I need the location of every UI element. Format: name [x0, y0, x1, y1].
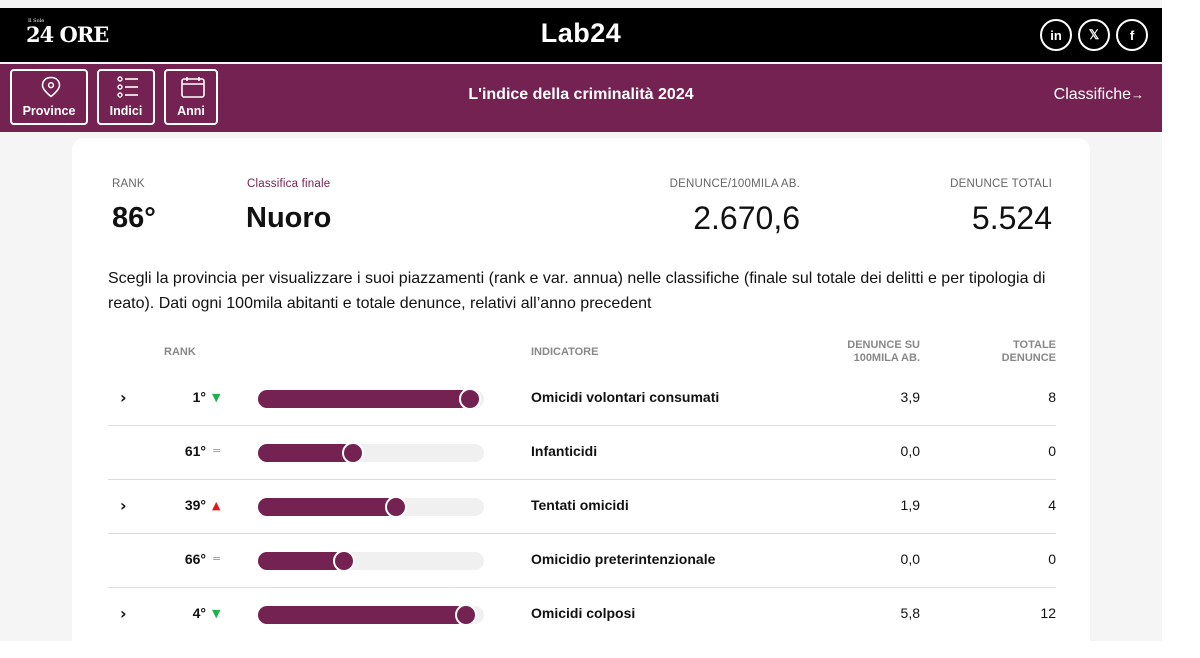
- row-denunce-100mila: 0,0: [900, 443, 920, 459]
- content-card: [72, 138, 1090, 658]
- row-rank: 1°: [192, 389, 206, 405]
- row-rank: 66°: [184, 551, 206, 567]
- page-title: L'indice della criminalità 2024: [468, 86, 694, 103]
- rank-bar-fill: [258, 552, 344, 570]
- row-totale-denunce: 4: [1048, 497, 1056, 513]
- row-divider: [108, 479, 1056, 480]
- rank-bar-fill: [258, 498, 396, 516]
- indici-button-label: Indici: [109, 104, 143, 118]
- col-header-totale-line2: DENUNCE: [1001, 352, 1056, 364]
- rank-value: 86°: [112, 202, 156, 234]
- row-totale-denunce: 12: [1040, 605, 1056, 621]
- trend-same-icon: =: [212, 552, 222, 565]
- logo-small-text: Il Sole: [28, 18, 45, 24]
- chevron-right-icon[interactable]: ›: [120, 388, 127, 407]
- social-links: in 𝕏 f: [1040, 19, 1148, 51]
- row-denunce-100mila: 1,9: [900, 497, 920, 513]
- facebook-icon[interactable]: f: [1116, 19, 1148, 51]
- table-row[interactable]: › 4° ▼ Omicidi colposi 5,8 12: [108, 588, 1056, 642]
- denunce100-label: DENUNCE/100MILA AB.: [669, 178, 800, 190]
- row-rank: 39°: [184, 497, 206, 513]
- row-denunce-100mila: 3,9: [900, 389, 920, 405]
- navigation-bar: Province Indici Anni L'indice della crim…: [0, 64, 1162, 132]
- rank-bar: [258, 388, 484, 410]
- col-header-denunce-100mila-line2: 100MILA AB.: [853, 352, 920, 364]
- calendar-icon: [181, 77, 205, 98]
- rank-bar: [258, 604, 484, 626]
- row-divider: [108, 533, 1056, 534]
- rank-bar-knob: [455, 604, 477, 626]
- denunce100-value: 2.670,6: [693, 200, 800, 236]
- table-row: 61° = Infanticidi 0,0 0: [108, 426, 1056, 480]
- location-pin-icon: [41, 76, 61, 98]
- table-row: 66° = Omicidio preterintenzionale 0,0 0: [108, 534, 1056, 588]
- rank-bar-knob: [333, 550, 355, 572]
- trend-down-icon: ▼: [212, 391, 221, 404]
- trend-up-icon: ▲: [212, 499, 221, 512]
- province-button-label: Province: [22, 104, 76, 118]
- rank-label: RANK: [112, 178, 145, 190]
- row-rank: 61°: [184, 443, 206, 459]
- rank-bar-fill: [258, 606, 466, 624]
- chevron-right-icon[interactable]: ›: [120, 604, 127, 623]
- col-header-denunce-100mila-line1: DENUNCE SU: [847, 339, 920, 351]
- col-header-indicatore: INDICATORE: [531, 346, 599, 358]
- col-header-totale-line1: TOTALE: [1013, 339, 1056, 351]
- row-indicator: Tentati omicidi: [531, 497, 629, 513]
- classifica-label: Classifica finale: [247, 178, 331, 190]
- col-header-rank: RANK: [164, 346, 196, 358]
- anni-button-label: Anni: [177, 104, 205, 118]
- lab24-brand[interactable]: Lab24: [540, 18, 622, 48]
- row-indicator: Omicidi colposi: [531, 605, 636, 621]
- description-text: Scegli la provincia per visualizzare i s…: [108, 270, 1046, 312]
- trend-down-icon: ▼: [212, 607, 221, 620]
- classifiche-link[interactable]: Classifiche→: [1054, 86, 1144, 104]
- list-icon: [117, 76, 138, 98]
- row-indicator: Omicidi volontari consumati: [531, 389, 720, 405]
- row-denunce-100mila: 0,0: [900, 551, 920, 567]
- row-indicator: Infanticidi: [531, 443, 598, 459]
- trend-same-icon: =: [212, 444, 222, 457]
- linkedin-icon[interactable]: in: [1040, 19, 1072, 51]
- table-row[interactable]: › 1° ▼ Omicidi volontari consumati 3,9 8: [108, 372, 1056, 426]
- logo-big-text: 24 ORE: [26, 22, 109, 47]
- row-indicator: Omicidio preterintenzionale: [531, 551, 716, 567]
- arrow-right-icon: →: [1131, 87, 1144, 102]
- denunce-totali-value: 5.524: [971, 200, 1052, 236]
- row-totale-denunce: 8: [1048, 389, 1056, 405]
- rank-bar-knob: [385, 496, 407, 518]
- col-header-denunce-100mila: DENUNCE SU 100MILA AB.: [780, 339, 920, 365]
- row-rank: 4°: [192, 605, 206, 621]
- rank-bar: [258, 550, 484, 572]
- rank-bar: [258, 442, 484, 464]
- indici-button[interactable]: Indici: [97, 69, 155, 125]
- province-name: Nuoro: [246, 202, 332, 234]
- table-row[interactable]: › 39° ▲ Tentati omicidi 1,9 4: [108, 480, 1056, 534]
- row-denunce-100mila: 5,8: [900, 605, 920, 621]
- denunce-totali-label: DENUNCE TOTALI: [950, 178, 1052, 190]
- row-divider: [108, 587, 1056, 588]
- province-button[interactable]: Province: [10, 69, 88, 125]
- col-header-totale-denunce: TOTALE DENUNCE: [940, 339, 1056, 365]
- row-divider: [108, 425, 1056, 426]
- anni-button[interactable]: Anni: [164, 69, 218, 125]
- rank-bar-fill: [258, 444, 353, 462]
- sole24ore-logo[interactable]: Il Sole 24 ORE: [26, 18, 109, 47]
- rank-bar-knob: [342, 442, 364, 464]
- row-totale-denunce: 0: [1048, 443, 1056, 459]
- rank-bar: [258, 496, 484, 518]
- chevron-right-icon[interactable]: ›: [120, 496, 127, 515]
- row-totale-denunce: 0: [1048, 551, 1056, 567]
- top-bar: Il Sole 24 ORE Lab24 in 𝕏 f: [0, 8, 1162, 62]
- rank-bar-knob: [459, 388, 481, 410]
- x-icon[interactable]: 𝕏: [1078, 19, 1110, 51]
- classifiche-link-label: Classifiche: [1053, 86, 1131, 103]
- rank-bar-fill: [258, 390, 470, 408]
